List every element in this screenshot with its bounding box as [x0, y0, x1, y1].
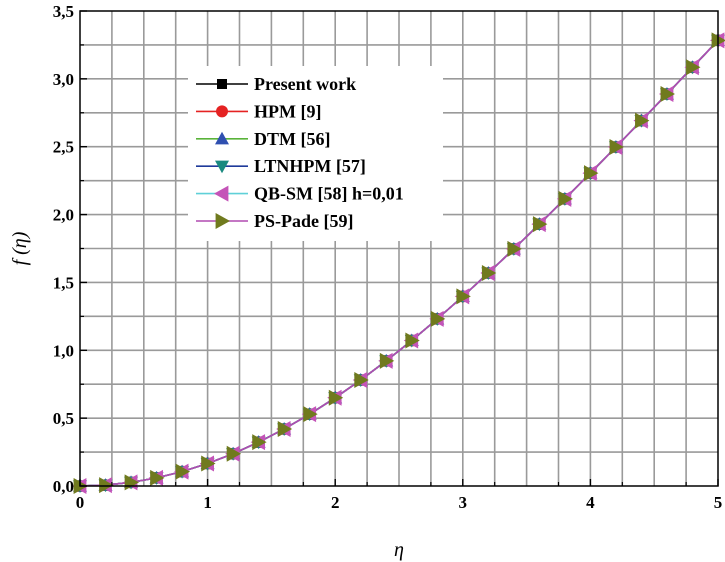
- y-tick-label: 3,0: [53, 70, 74, 89]
- data-point-5: [584, 165, 599, 182]
- legend: Present work HPM [9] DTM [56] LTNHPM [57] QB…: [188, 66, 443, 241]
- data-point-5: [354, 371, 369, 388]
- x-tick-label: 3: [459, 493, 468, 512]
- legend-marker-0: [217, 79, 227, 89]
- data-point-5: [481, 265, 497, 282]
- data-point-5: [456, 288, 471, 305]
- x-tick-label: 4: [586, 493, 595, 512]
- y-tick-label: 2,0: [53, 206, 74, 225]
- legend-marker-4: [214, 185, 229, 202]
- x-tick-label: 0: [76, 493, 85, 512]
- x-axis-label: η: [394, 539, 404, 561]
- data-point-5: [507, 240, 522, 257]
- tick-labels: 0 1 2 3 4 5 0,0 0,5 1,0 1,5 2,0 2,5 3,0 3,5: [53, 2, 723, 512]
- x-tick-label: 1: [203, 493, 212, 512]
- data-point-5: [226, 445, 242, 462]
- data-point-5: [686, 59, 701, 76]
- y-tick-label: 1,5: [53, 273, 74, 292]
- data-point-5: [660, 86, 675, 103]
- legend-marker-1: [216, 105, 228, 118]
- data-point-5: [430, 310, 446, 327]
- data-point-5: [150, 469, 165, 486]
- data-point-5: [303, 406, 318, 423]
- data-point-5: [379, 352, 395, 369]
- series-markers: [72, 32, 725, 494]
- data-point-5: [201, 455, 216, 472]
- legend-marker-3: [215, 160, 229, 174]
- legend-label-5: PS-Pade [59]: [254, 211, 353, 231]
- x-tick-label: 5: [714, 493, 723, 512]
- data-point-5: [252, 434, 267, 451]
- legend-label-3: LTNHPM [57]: [254, 156, 366, 176]
- data-point-5: [99, 477, 114, 494]
- data-point-5: [175, 463, 191, 480]
- data-point-5: [277, 420, 293, 437]
- data-point-5: [609, 138, 624, 155]
- legend-marker-5: [215, 213, 230, 229]
- data-point-5: [635, 112, 650, 129]
- legend-background: [188, 66, 443, 241]
- ticks: [79, 10, 719, 487]
- data-point-5: [558, 190, 573, 207]
- y-axis-label: f (η): [9, 231, 31, 265]
- legend-label-0: Present work: [254, 74, 356, 94]
- y-tick-label: 1,0: [53, 341, 74, 360]
- data-point-5: [532, 216, 548, 233]
- legend-label-1: HPM [9]: [254, 101, 321, 121]
- legend-label-4: QB-SM [58] h=0,01: [254, 184, 404, 204]
- data-point-5: [328, 389, 344, 406]
- legend-label-2: DTM [56]: [254, 129, 330, 149]
- y-tick-label: 0,0: [53, 477, 74, 496]
- x-tick-label: 2: [331, 493, 340, 512]
- data-point-5: [405, 332, 420, 349]
- y-tick-label: 2,5: [53, 138, 74, 157]
- legend-marker-2: [215, 131, 229, 145]
- y-tick-label: 0,5: [53, 409, 74, 428]
- y-tick-label: 3,5: [53, 2, 74, 21]
